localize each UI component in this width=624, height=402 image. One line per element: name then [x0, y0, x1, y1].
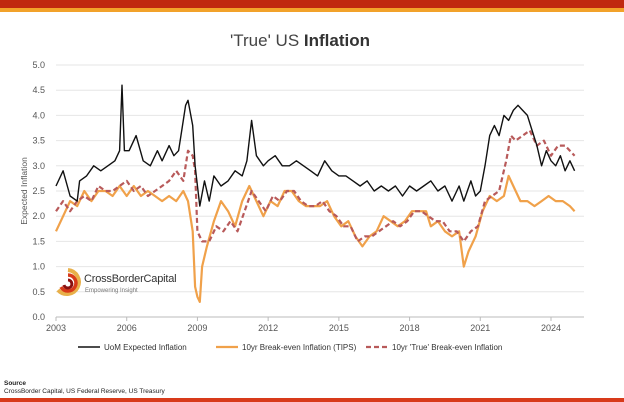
logo-mark-icon — [56, 268, 81, 296]
series-line-1 — [55, 84, 576, 207]
y-axis-label: Expected Inflation — [19, 157, 29, 225]
x-tick-label: 2018 — [400, 323, 420, 333]
top-accent-stripe — [0, 8, 624, 12]
legend-label-2: 10yr Break-even Inflation (TIPS) — [242, 343, 357, 352]
series-line-3 — [55, 129, 576, 243]
x-tick-label: 2012 — [258, 323, 278, 333]
y-tick-label: 4.5 — [32, 85, 45, 95]
legend-label-1: UoM Expected Inflation — [104, 343, 187, 352]
source-note: Source CrossBorder Capital, US Federal R… — [4, 380, 165, 396]
y-tick-label: 5.0 — [32, 60, 45, 70]
x-tick-label: 2024 — [541, 323, 561, 333]
y-tick-label: 4.0 — [32, 110, 45, 120]
x-tick-label: 2021 — [470, 323, 490, 333]
logo-tagline: Empowering Insight — [85, 288, 138, 294]
logo-name: CrossBorderCapital — [84, 273, 177, 285]
y-tick-label: 3.0 — [32, 161, 45, 171]
brand-logo: CrossBorderCapital Empowering Insight — [55, 268, 195, 308]
y-tick-label: 0.5 — [32, 287, 45, 297]
x-tick-labels: 2003 2006 2009 2012 2015 2018 2021 2024 — [46, 317, 561, 333]
grid-lines — [56, 64, 584, 293]
y-tick-label: 1.5 — [32, 236, 45, 246]
y-tick-labels: 0.0 0.5 1.0 1.5 2.0 2.5 3.0 3.5 4.0 4.5 5.0 — [32, 60, 45, 322]
x-tick-label: 2015 — [329, 323, 349, 333]
y-tick-label: 0.0 — [32, 312, 45, 322]
legend: UoM Expected Inflation 10yr Break-even In… — [78, 343, 502, 352]
x-tick-label: 2006 — [117, 323, 137, 333]
chart-title: 'True' US Inflation — [230, 31, 370, 50]
legend-label-3: 10yr 'True' Break-even Inflation — [392, 343, 502, 352]
y-tick-label: 2.0 — [32, 211, 45, 221]
y-tick-label: 3.5 — [32, 136, 45, 146]
source-text: CrossBorder Capital, US Federal Reserve,… — [4, 388, 165, 395]
y-tick-label: 2.5 — [32, 186, 45, 196]
source-label: Source — [4, 380, 27, 387]
top-accent-bar — [0, 0, 624, 8]
bottom-accent-bar — [0, 398, 624, 402]
y-tick-label: 1.0 — [32, 262, 45, 272]
series-group — [55, 84, 576, 303]
x-tick-label: 2009 — [187, 323, 207, 333]
x-tick-label: 2003 — [46, 323, 66, 333]
